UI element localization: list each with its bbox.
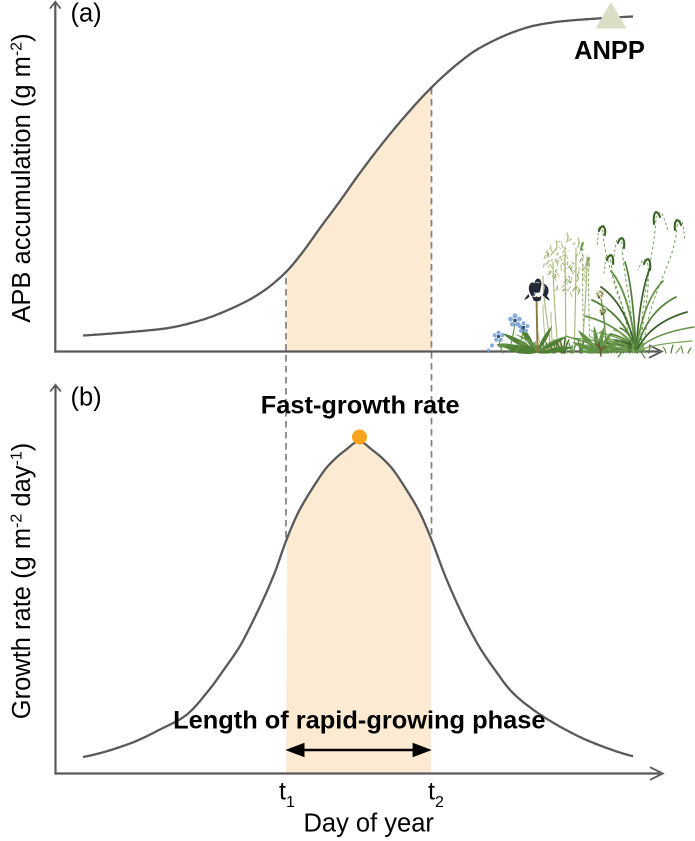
svg-text:ANPP: ANPP: [574, 37, 645, 65]
svg-text:t1: t1: [279, 778, 295, 812]
svg-text:t2: t2: [428, 778, 444, 812]
svg-text:APB accumulation (g m-2): APB accumulation (g m-2): [8, 33, 36, 322]
svg-text:(a): (a): [71, 0, 102, 28]
svg-text:(b): (b): [71, 384, 102, 412]
svg-text:Length of rapid-growing phase: Length of rapid-growing phase: [173, 707, 545, 735]
svg-text:Fast-growth rate: Fast-growth rate: [261, 392, 460, 420]
svg-text:Day of year: Day of year: [304, 810, 435, 838]
svg-text:Growth rate (g m-2 day-1): Growth rate (g m-2 day-1): [8, 443, 36, 719]
